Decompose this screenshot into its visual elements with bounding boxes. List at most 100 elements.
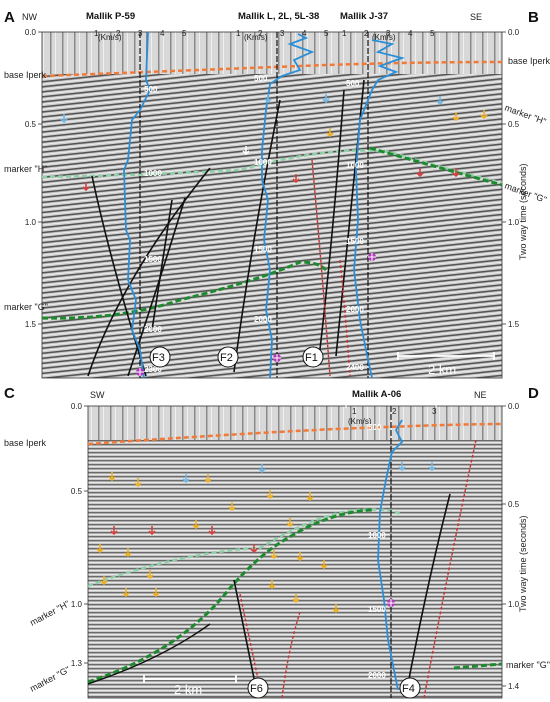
well-label-p59: Mallik P-59 (86, 11, 135, 22)
fault-label-f4: F4 (399, 677, 421, 699)
corner-label-a: A (4, 9, 15, 26)
seismic-shallow-bottom (88, 406, 502, 440)
annotation-arrow-icon-top-4 (326, 128, 334, 138)
direction-sw: SW (90, 390, 105, 400)
panel-top-frame (41, 31, 503, 379)
annotation-arrow-icon-bottom-9 (192, 520, 200, 530)
horizon-marker-h-top (41, 149, 503, 185)
velocity-log-p59 (123, 31, 151, 379)
depth-label-j37-4: 2400 (346, 363, 364, 372)
annotation-arrow-icon-top-10 (452, 168, 460, 178)
time-tick-top-left-3: 1.5 (25, 320, 37, 329)
time-axis-top-right: 0.0 0.5 1.0 1.5 (502, 28, 520, 329)
faults-top (87, 79, 365, 377)
svg-text:F1: F1 (305, 352, 318, 364)
seismic-section-top (42, 74, 502, 378)
annotation-arrows-bottom (96, 462, 436, 614)
annotation-arrow-icon-bottom-27 (152, 588, 160, 598)
fault-line-f3-b (87, 167, 211, 377)
time-tick-bottom-right-0: 0.0 (508, 402, 520, 411)
svg-text:F6: F6 (250, 683, 263, 695)
depth-label-j37-2: 1500 (346, 237, 364, 246)
time-axis-bottom-left: 0.0 0.5 1.0 1.3 (71, 402, 88, 668)
label-base-iperk-bottom: base Iperk (4, 438, 47, 448)
fault-label-f1: F1 (302, 346, 324, 368)
annotation-arrow-icon-top-11 (242, 146, 250, 156)
horizon-marker-g-bottom (87, 508, 373, 684)
time-axis-bottom-right: 0.0 0.5 1.0 1.4 (502, 402, 520, 691)
time-tick-top-left-0: 0.0 (25, 28, 37, 37)
fault-red-f6 (239, 593, 263, 699)
velocity-tick-j37-2: 3 (386, 29, 391, 38)
time-tick-top-left-1: 0.5 (25, 120, 37, 129)
annotation-arrow-icon-bottom-12 (148, 526, 156, 536)
annotation-arrow-icon-bottom-24 (332, 604, 340, 614)
time-tick-bottom-left-2: 1.0 (71, 600, 83, 609)
depth-label-p59-2: 1500 (144, 255, 162, 264)
panel-bottom-frame (87, 405, 503, 699)
axis-title-bottom: Two way time (seconds) (518, 515, 528, 612)
label-base-iperk-top-left: base Iperk (4, 70, 47, 80)
annotation-arrow-icon-bottom-19 (146, 570, 154, 580)
depth-label-j37-0: 500 (346, 79, 360, 88)
scale-bar-label-bottom: 2 km (174, 682, 202, 697)
annotation-arrow-icon-top-0 (60, 114, 68, 124)
fault-red-bottom-2 (281, 611, 301, 699)
fault-red-top-1 (311, 159, 331, 377)
fault-line-f2 (233, 99, 281, 373)
time-tick-top-right-3: 1.5 (508, 320, 520, 329)
label-base-iperk-top-right: base Iperk (508, 56, 550, 66)
annotation-arrows-top (60, 94, 488, 192)
velocity-tick-p59-1: 2 (116, 29, 121, 38)
panel-bottom: C D SW NE Mallik A-06 (Km/s) 1 2 3 0.0 0.5 1… (4, 385, 550, 699)
annotation-arrow-icon-bottom-0 (108, 472, 116, 482)
velocity-unit-j37: (Km/s) (372, 33, 396, 42)
annotation-arrow-icon-bottom-10 (96, 544, 104, 554)
direction-se: SE (470, 12, 482, 22)
velocity-tick-a06-0: 1 (352, 407, 357, 416)
well-label-l38: Mallik L, 2L, 5L-38 (238, 11, 319, 22)
well-target-icon-j37 (368, 253, 376, 261)
annotation-arrow-icon-bottom-6 (228, 502, 236, 512)
fault-label-f2: F2 (217, 346, 239, 368)
label-marker-g-top-left: marker "G" (4, 302, 48, 312)
annotation-arrow-icon-bottom-7 (286, 518, 294, 528)
depth-label-p59-3: 2000 (144, 325, 162, 334)
annotation-arrow-icon-bottom-13 (208, 526, 216, 536)
depth-label-a06-1: 1000 (368, 531, 386, 540)
depth-label-l38-1: 1000 (254, 158, 272, 167)
well-target-icon-p59 (136, 368, 144, 376)
scale-bar-label-top: 2 km (428, 362, 456, 377)
annotation-arrow-icon-top-7 (82, 182, 90, 192)
time-tick-top-right-2: 1.0 (508, 218, 520, 227)
svg-text:F4: F4 (402, 683, 415, 695)
velocity-tick-p59-0: 1 (94, 29, 99, 38)
horizon-base-iperk-top (41, 60, 503, 78)
depth-label-p59-0: 500 (144, 85, 158, 94)
time-tick-top-right-0: 0.0 (508, 28, 520, 37)
time-tick-bottom-left-0: 0.0 (71, 402, 83, 411)
horizon-marker-g-top (41, 260, 328, 320)
fault-red-bottom-3 (423, 439, 477, 699)
label-marker-g-bottom-right: marker "G" (506, 660, 550, 670)
depth-label-l38-3: 2000 (254, 315, 272, 324)
velocity-scale-p59: (Km/s) (87, 25, 189, 42)
velocity-tick-labels-bottom: 1 2 3 (352, 407, 437, 416)
annotation-arrow-icon-bottom-14 (110, 526, 118, 536)
corner-label-d: D (528, 385, 539, 402)
seismic-shallow-top (42, 32, 502, 74)
annotation-arrow-icon-top-2 (322, 94, 330, 104)
velocity-scale-j37: (Km/s) (335, 25, 437, 42)
fault-line-f3-c (127, 197, 186, 377)
time-tick-bottom-left-3: 1.3 (71, 659, 83, 668)
scale-bar-top: 2 km (397, 352, 495, 377)
annotation-arrow-icon-bottom-25 (398, 462, 406, 472)
corner-label-c: C (4, 385, 15, 402)
velocity-log-j37 (353, 39, 406, 379)
horizon-marker-g-outline (87, 623, 211, 685)
annotation-arrow-icon-bottom-3 (204, 474, 212, 484)
velocity-log-a06 (377, 419, 404, 691)
fault-line-f1-a (317, 89, 345, 367)
axis-title-top: Two way time (seconds) (518, 163, 528, 260)
